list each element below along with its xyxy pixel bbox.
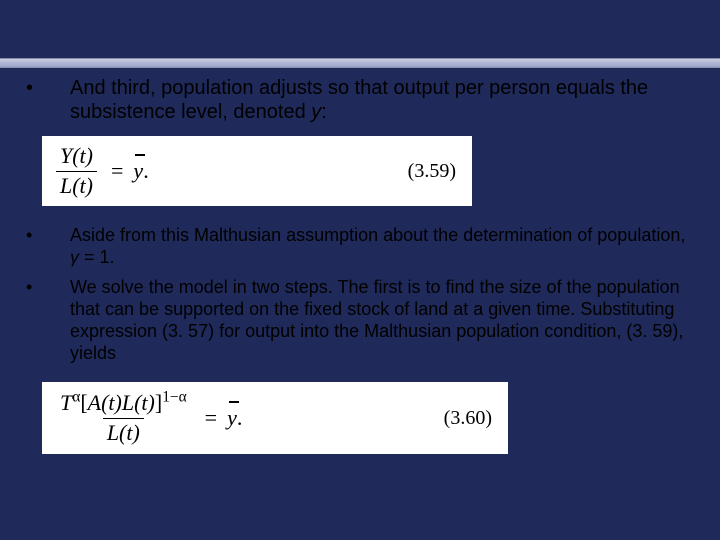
equation-1-mid: = y. (111, 158, 149, 184)
equation-1-fraction: Y(t) L(t) (56, 144, 97, 197)
eq2-numerator: Tα[A(t)L(t)]1−α (56, 391, 191, 417)
eq1-equals: = (111, 158, 123, 184)
eq2-suffix: . (237, 405, 243, 430)
eq1-ybar: y (133, 158, 143, 184)
bullet-1-pre: And third, population adjusts so that ou… (70, 77, 648, 123)
bullet-2: • Aside from this Malthusian assumption … (24, 224, 696, 268)
equation-2-fraction: Tα[A(t)L(t)]1−α L(t) (56, 391, 191, 444)
eq1-denominator: L(t) (60, 173, 93, 198)
bullet-1-post: : (321, 101, 327, 123)
bullet-3: • We solve the model in two steps. The f… (24, 276, 696, 364)
header-divider (0, 58, 720, 68)
eq2-equals: = (205, 405, 217, 431)
bullet-2-text: Aside from this Malthusian assumption ab… (44, 224, 696, 268)
bullet-marker: • (24, 276, 44, 298)
equation-2: Tα[A(t)L(t)]1−α L(t) = y. (3.60) (42, 382, 508, 454)
bullet-marker: • (24, 224, 44, 246)
equation-1-number: (3.59) (408, 160, 456, 183)
bullet-1: • And third, population adjusts so that … (24, 76, 696, 124)
bullet-2-post: = 1. (79, 247, 115, 267)
bullet-3-text: We solve the model in two steps. The fir… (44, 276, 696, 364)
slide-content: • And third, population adjusts so that … (24, 76, 696, 454)
eq2-denominator: L(t) (107, 420, 140, 445)
eq1-numerator: Y(t) (60, 143, 93, 168)
equation-1: Y(t) L(t) = y. (3.59) (42, 136, 472, 206)
eq1-suffix: . (143, 158, 149, 183)
equation-2-number: (3.60) (444, 407, 492, 430)
equation-1-lhs: Y(t) L(t) = y. (56, 144, 149, 197)
equation-2-mid: = y. (205, 405, 243, 431)
bullet-1-text: And third, population adjusts so that ou… (44, 76, 696, 124)
equation-2-lhs: Tα[A(t)L(t)]1−α L(t) = y. (56, 391, 242, 444)
bullet-2-pre: Aside from this Malthusian assumption ab… (70, 225, 685, 245)
bullet-2-var: γ (70, 247, 79, 267)
bullet-marker: • (24, 76, 44, 100)
bullet-1-var: y (311, 101, 321, 123)
bullets-lower: • Aside from this Malthusian assumption … (24, 224, 696, 364)
eq2-ybar: y (227, 405, 237, 431)
